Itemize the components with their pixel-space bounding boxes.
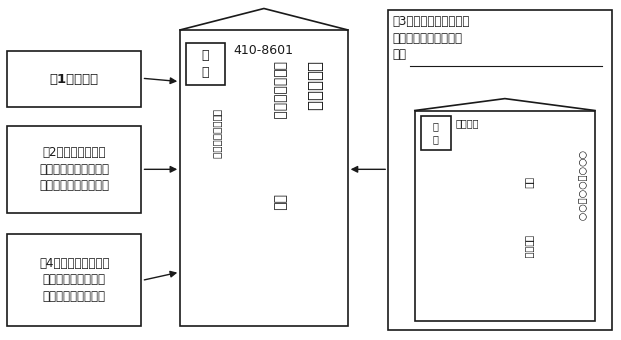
Text: 太郎　宛: 太郎 宛: [524, 235, 534, 258]
Bar: [421, 116, 451, 150]
Text: 宛: 宛: [271, 194, 286, 210]
Bar: [186, 42, 225, 85]
Text: 【2】本人確認書類
（免許証・マイナンバ
ーカード等）のコピー: 【2】本人確認書類 （免許証・マイナンバ ーカード等）のコピー: [39, 146, 109, 192]
Text: 【4】沼津市の国民健
康保険証・資格確認
書等（加入者のみ）: 【4】沼津市の国民健 康保険証・資格確認 書等（加入者のみ）: [39, 257, 109, 303]
Text: 【3】返信用封筒（申請
者宛・切手を貼ったも
の）: 【3】返信用封筒（申請 者宛・切手を貼ったも の）: [392, 15, 470, 61]
Text: 切
手: 切 手: [433, 121, 439, 144]
Text: （住所記入不要）: （住所記入不要）: [212, 109, 222, 159]
Bar: [7, 126, 141, 212]
Bar: [180, 30, 348, 326]
Text: 沼津市役所: 沼津市役所: [305, 61, 323, 111]
Text: ○○○市○○町○○: ○○○市○○町○○: [577, 150, 587, 221]
Text: 切
手: 切 手: [202, 49, 209, 79]
Text: 市民課　受付係: 市民課 受付係: [271, 61, 286, 120]
Text: 410-8601: 410-8601: [233, 44, 293, 57]
Bar: [415, 110, 595, 321]
Text: 郵便番号: 郵便番号: [456, 118, 479, 128]
Text: 沼津: 沼津: [524, 177, 534, 189]
Bar: [7, 51, 141, 107]
Text: 【1】申請書: 【1】申請書: [50, 72, 99, 86]
Bar: [7, 234, 141, 326]
Bar: [388, 10, 612, 330]
